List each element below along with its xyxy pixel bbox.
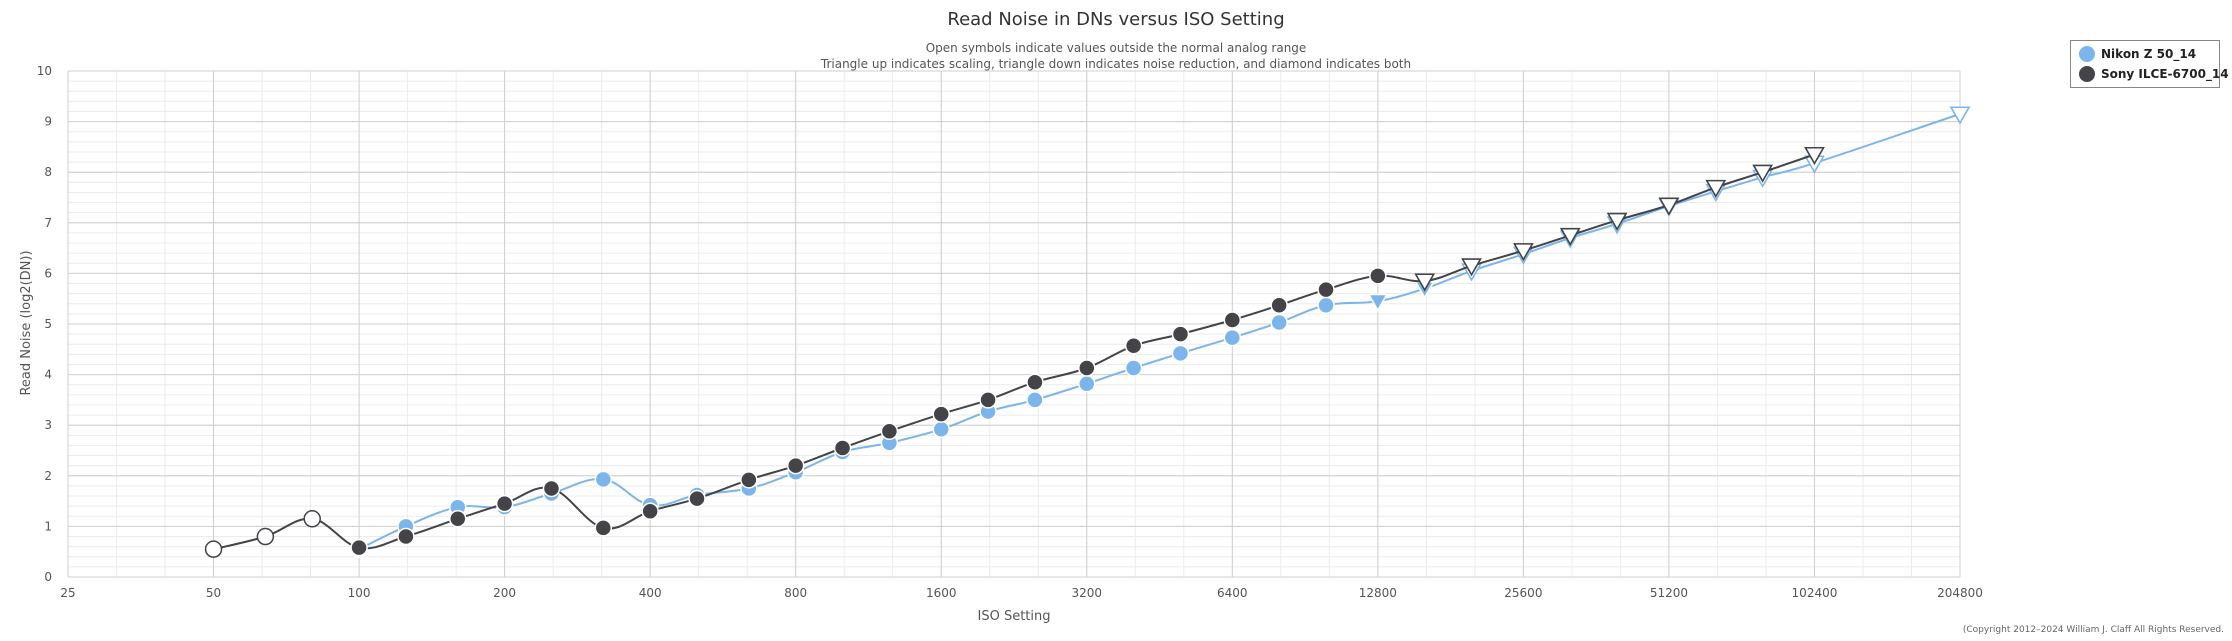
data-point-circle [397,527,415,546]
data-point-circle [932,420,950,438]
data-point-triangle-down [1414,273,1436,292]
data-point-circle [1078,374,1096,393]
data-point-triangle-down [1367,293,1389,312]
data-point-circle [932,405,950,423]
data-point-triangle-down [1752,164,1774,183]
series-line-0 [358,113,1961,551]
grid [67,70,1961,578]
data-point-triangle-down [1513,243,1534,262]
data-point-triangle-down [1658,197,1680,216]
data-point-circle [641,502,659,520]
x-axis-label: ISO Setting [978,609,1051,624]
x-tick-label: 200 [493,586,516,600]
chart-subtitle-line-2: Triangle up indicates scaling, triangle … [820,57,1411,71]
y-tick-label: 10 [37,64,52,78]
y-tick-label: 7 [44,216,52,230]
data-point-circle [1171,344,1190,363]
data-point-circle [1223,328,1242,347]
chart-title: Read Noise in DNs versus ISO Setting [947,9,1284,30]
data-point-circle [1171,325,1190,343]
x-tick-label: 6400 [1217,586,1248,600]
data-point-circle [979,391,997,409]
x-tick-label: 800 [784,586,807,600]
legend-marker-sony [2079,66,2095,82]
chart-subtitle-line-1: Open symbols indicate values outside the… [926,41,1307,55]
data-point-circle [880,422,899,441]
data-point-circle [1223,311,1242,329]
data-point-circle [1270,296,1288,315]
y-tick-label: 0 [44,570,52,584]
legend-label-nikon: Nikon Z 50_14 [2101,47,2197,61]
y-tick-label: 2 [44,469,52,483]
x-tick-label: 100 [348,586,371,600]
x-tick-label: 51200 [1650,586,1688,600]
x-tick-label: 1600 [926,586,957,600]
x-tick-label: 400 [639,586,662,600]
data-point-circle [1369,267,1387,285]
data-point-triangle-down [1461,258,1482,277]
data-point-triangle-down [1705,179,1727,198]
data-point-circle [303,510,321,528]
y-tick-label: 3 [44,418,52,432]
series-line-1 [213,153,1815,551]
x-tick-label: 12800 [1359,586,1397,600]
data-point-circle [688,489,706,508]
y-tick-label: 4 [44,368,52,382]
x-tick-label: 25 [60,586,75,600]
y-tick-label: 5 [44,317,52,331]
y-tick-label: 6 [44,266,52,280]
data-point-circle [1124,359,1143,377]
data-point-circle [449,510,467,528]
x-tick-label: 50 [206,586,221,600]
data-point-circle [1317,296,1335,315]
legend-label-sony: Sony ILCE-6700_14 [2101,67,2229,81]
data-point-circle [594,519,613,537]
data-point-triangle-down [1804,146,1825,166]
x-tick-label: 204800 [1937,586,1983,600]
data-point-circle [1026,391,1044,409]
axis-ticks: 0 1 2 3 4 5 6 7 8 9 10 25 50 100 200 400 800 1600 3200 6400… [37,64,1983,600]
y-tick-label: 9 [44,115,52,129]
x-tick-label: 3200 [1071,586,1102,600]
data-point-circle [350,538,368,557]
legend-marker-nikon [2079,46,2095,62]
data-point-circle [740,471,758,489]
data-point-triangle-down [1949,106,1971,125]
data-point-circle [1124,337,1143,355]
data-point-circle [542,479,561,498]
data-point-triangle-down [1606,212,1628,231]
legend: Nikon Z 50_14 Sony ILCE-6700_14 [2070,40,2229,88]
data-point-circle [495,494,514,513]
x-tick-label: 102400 [1792,586,1838,600]
data-point-circle [1078,359,1096,377]
data-point-triangle-down [1559,227,1581,247]
data-point-circle [1026,373,1044,391]
data-point-circle [1317,280,1335,299]
y-tick-label: 1 [44,519,52,533]
y-axis-label: Read Noise (log2(DN)) [19,250,34,395]
data-point-circle [1270,313,1288,332]
copyright-notice: (Copyright 2012–2024 William J. Claff Al… [1962,625,2224,635]
data-point-circle [256,527,275,546]
x-tick-label: 25600 [1504,586,1542,600]
data-point-circle [786,456,805,475]
data-point-circle [833,439,852,457]
data-point-circle [204,540,223,558]
y-tick-label: 8 [44,165,52,179]
series-layer [204,106,1971,558]
data-point-circle [594,470,613,489]
